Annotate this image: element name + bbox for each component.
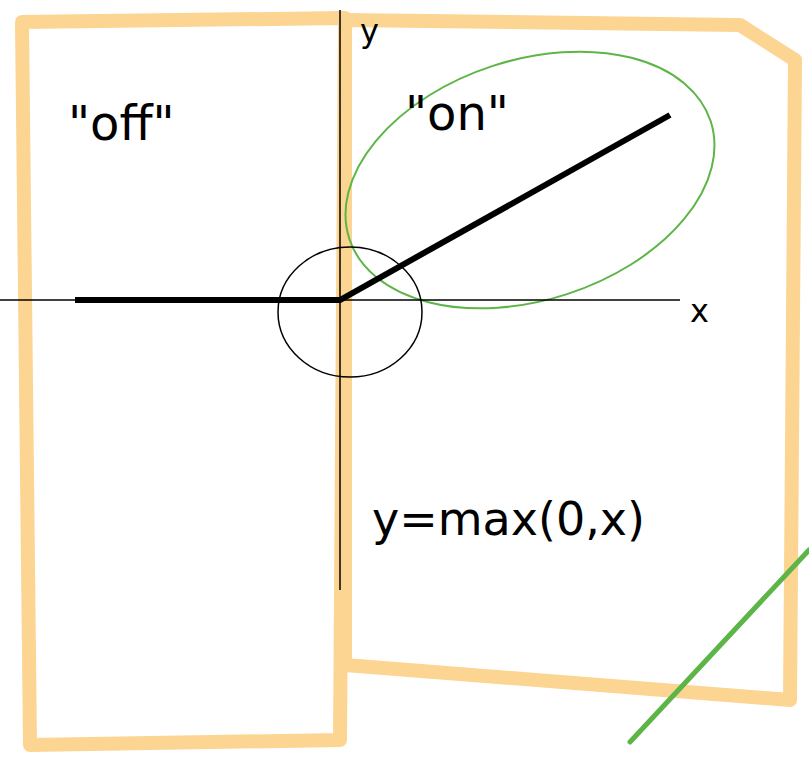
svg-text:"on": "on" <box>405 85 509 141</box>
svg-text:y: y <box>360 12 379 50</box>
svg-text:"off": "off" <box>68 95 175 151</box>
svg-text:x: x <box>690 292 709 330</box>
svg-text:y=max(0,x): y=max(0,x) <box>372 492 645 546</box>
